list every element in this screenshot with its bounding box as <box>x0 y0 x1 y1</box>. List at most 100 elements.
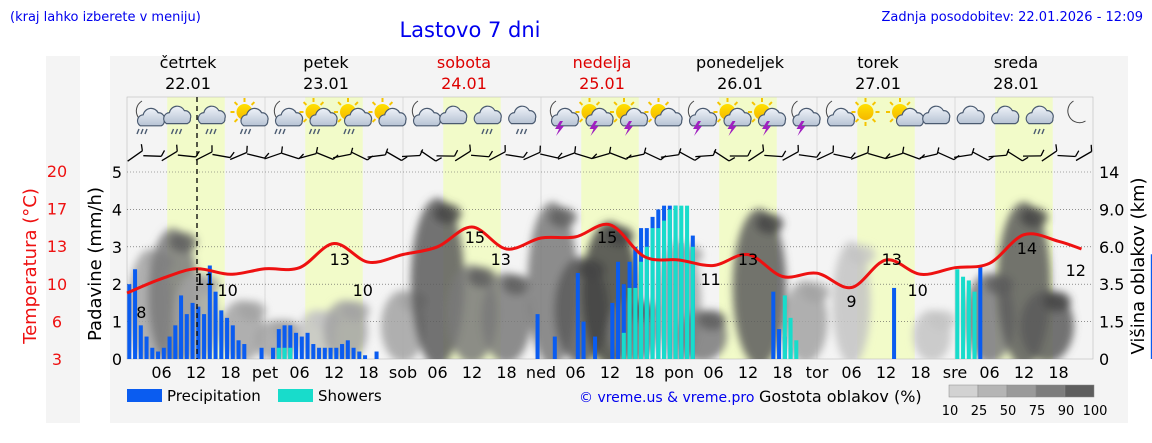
x-tick-label: tor <box>806 363 829 382</box>
wind-feather <box>176 144 178 152</box>
x-tick-label: 18 <box>772 363 792 382</box>
raindrop-icon <box>1033 128 1037 135</box>
precip-bar <box>207 265 212 359</box>
wind-shaft <box>505 153 524 159</box>
day-name: torek <box>857 53 899 72</box>
sun-storm-icon <box>610 98 649 136</box>
shower-bar <box>621 332 626 359</box>
x-tick-label: 12 <box>186 363 206 382</box>
x-tick-label: 18 <box>496 363 516 382</box>
copyright-link[interactable]: © vreme.us & vreme.pro <box>579 390 754 406</box>
sun-ray-icon <box>647 101 653 106</box>
precip-bar <box>179 295 184 359</box>
shower-bar <box>966 280 971 359</box>
precip-bar <box>156 351 161 359</box>
precip-bar <box>236 340 241 359</box>
cloud-icon <box>550 107 580 127</box>
cloud-blob-core <box>341 300 370 321</box>
wind-feather <box>280 146 284 154</box>
precip-bar <box>138 325 143 359</box>
shower-bar <box>650 228 655 359</box>
precip-bar <box>575 272 580 359</box>
wind-barb <box>885 146 905 160</box>
lightning-icon <box>589 121 599 136</box>
wind-barb <box>591 146 612 160</box>
wind-shaft <box>246 153 265 159</box>
cloud-icon <box>723 107 752 127</box>
sun-cloud-icon <box>886 98 925 127</box>
wind-barb <box>867 152 891 160</box>
precip-bar <box>184 314 189 359</box>
sun-ray-icon <box>751 118 756 123</box>
cloud-blob-core <box>928 310 956 331</box>
wind-barb <box>454 144 472 162</box>
wind-barb <box>1041 144 1058 162</box>
cloud-icon <box>956 105 985 125</box>
density-tick-label: 50 <box>1000 404 1017 419</box>
raindrop-icon <box>1041 128 1045 135</box>
day-name: četrtek <box>160 53 218 72</box>
wind-shaft <box>695 154 714 158</box>
cloud-icon <box>309 107 338 127</box>
wind-barb <box>850 146 870 160</box>
cloud-icon <box>274 107 304 127</box>
precip-bar <box>334 347 339 359</box>
shower-bar <box>673 205 678 359</box>
lightning-icon <box>555 121 564 136</box>
day-date: 28.01 <box>993 74 1039 93</box>
shower-bar <box>690 246 695 359</box>
precip-tick-label: 0 <box>112 350 122 369</box>
shower-bar <box>972 291 977 359</box>
x-tick-label: pet <box>252 363 278 382</box>
sun-icon <box>851 98 880 126</box>
wind-shaft <box>764 154 783 158</box>
moon-icon <box>1067 100 1086 124</box>
precip-bar <box>345 340 350 359</box>
density-tick-label: 90 <box>1058 404 1075 419</box>
x-tick-label: sob <box>389 363 417 382</box>
sun-ray-icon <box>354 101 359 106</box>
raindrop-icon <box>343 128 347 135</box>
wind-feather <box>315 146 319 154</box>
wind-barb <box>782 144 800 161</box>
wind-shaft <box>748 150 764 162</box>
x-tick-label: 12 <box>600 363 620 382</box>
wind-shaft <box>281 152 300 160</box>
raindrop-icon <box>1037 128 1041 135</box>
cloud-icon <box>688 107 718 127</box>
sun-ray-icon <box>578 118 584 123</box>
cloud-icon <box>197 105 226 125</box>
cloud-icon <box>439 105 468 125</box>
sun-ray-icon <box>716 118 722 123</box>
sun-ray-icon <box>302 118 308 123</box>
raindrop-icon <box>174 128 179 135</box>
raindrop-icon <box>308 128 313 135</box>
cloud-rain-icon <box>1025 105 1054 135</box>
location-hint-link[interactable]: (kraj lahko izberete v meniju) <box>10 10 201 25</box>
moon-cloud-icon <box>411 100 442 127</box>
wind-shaft <box>367 154 386 158</box>
cloud-blob-core <box>801 282 830 303</box>
density-tick-label: 75 <box>1029 404 1046 419</box>
raindrop-icon <box>209 128 213 135</box>
wind-shaft <box>143 155 162 157</box>
day-date: 23.01 <box>303 74 349 93</box>
day-name: nedelja <box>573 53 632 72</box>
wind-shaft <box>401 154 421 158</box>
cloud-icon <box>757 107 787 127</box>
wind-shaft <box>591 152 610 160</box>
sun-ray-icon <box>578 101 584 106</box>
precip-tick-label: 5 <box>112 163 122 182</box>
temp-tick-label: 10 <box>47 275 67 294</box>
precipitation-bars <box>127 205 1152 359</box>
cloud-blob-core <box>1020 207 1048 228</box>
legend-precip-label: Precipitation <box>167 387 261 405</box>
legend: Precipitation Showers © vreme.us & vreme… <box>127 384 1107 419</box>
cloud-density-scale: 10 25 50 75 90 100 <box>942 384 1107 419</box>
cloud-blob-core <box>847 244 876 265</box>
cloud-density-label: Gostota oblakov (%) <box>759 387 922 406</box>
moon-icon <box>1067 100 1086 124</box>
wind-feather <box>435 157 442 162</box>
day-name: sobota <box>437 53 491 72</box>
wind-feather <box>1055 144 1058 152</box>
